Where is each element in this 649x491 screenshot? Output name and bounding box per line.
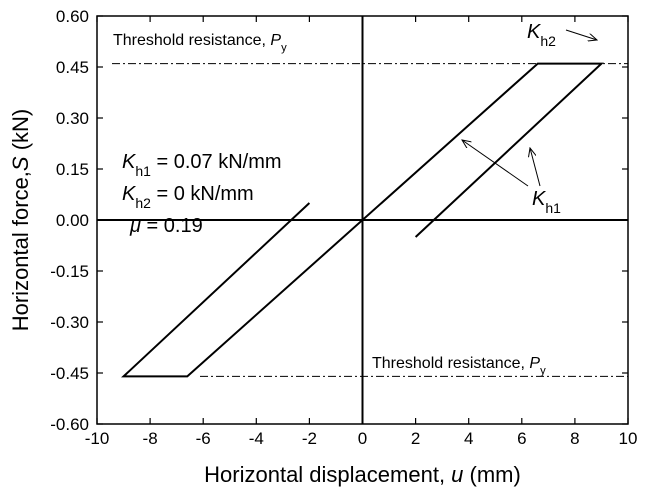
annotation-part: P [529,355,540,372]
annotation-part: = 0.19 [141,215,203,237]
annotation-part: Threshold resistance, [113,32,270,49]
annotation-part: K [527,21,542,43]
hysteresis-line [121,62,604,378]
x-tick-label: -10 [85,429,110,448]
x-tick-label: 2 [411,429,420,448]
annotation: Kh2 [527,21,556,49]
annotation-part: = 0.07 kN/mm [151,151,282,173]
annotation-part: h2 [135,195,151,211]
annotation-part: Threshold resistance, [372,355,529,372]
y-axis-title-part: S [8,156,33,171]
arrow [462,140,529,187]
x-tick-label: 6 [517,429,526,448]
annotation: Kh2 = 0 kN/mm [122,183,254,211]
annotation-part: μ [129,215,141,237]
y-tick-label: -0.60 [50,415,89,434]
x-tick-label: 4 [464,429,473,448]
y-tick-label: -0.15 [50,262,89,281]
x-tick-label: 10 [619,429,638,448]
x-axis-title-part: (mm) [463,462,520,487]
annotation-part: P [270,32,281,49]
annotation: Threshold resistance, Py [372,355,546,377]
annotation-part: h1 [545,200,561,216]
x-axis-title: Horizontal displacement, u (mm) [204,462,521,487]
y-tick-label: 0.00 [56,211,89,230]
annotation: Kh1 = 0.07 kN/mm [122,151,282,179]
annotation-part: y [540,365,546,377]
annotation: μ = 0.19 [129,215,203,237]
y-tick-label: 0.15 [56,160,89,179]
annotation-part: K [122,183,137,205]
annotation: Threshold resistance, Py [113,32,287,54]
annotation-part: K [532,188,547,210]
annotation: Kh1 [532,188,561,216]
annotation-part: K [122,151,137,173]
x-tick-label: 8 [570,429,579,448]
y-axis-title-part: Horizontal force, [8,171,33,331]
x-tick-label: 0 [358,429,367,448]
y-axis-title-part: (kN) [8,109,33,157]
annotation-part: = 0 kN/mm [151,183,254,205]
annotation-part: h1 [135,163,151,179]
x-tick-label: -8 [143,429,158,448]
arrow [565,29,597,40]
x-axis-title-part: Horizontal displacement, [204,462,451,487]
y-tick-label: 0.45 [56,58,89,77]
y-tick-label: -0.45 [50,364,89,383]
x-tick-label: -4 [249,429,264,448]
y-tick-label: 0.60 [56,7,89,26]
x-tick-label: -6 [196,429,211,448]
x-tick-label: -2 [302,429,317,448]
annotation-part: h2 [540,33,556,49]
arrow [530,148,541,187]
y-tick-label: -0.30 [50,313,89,332]
y-tick-label: 0.30 [56,109,89,128]
annotation-part: y [281,42,287,54]
x-axis-title-part: u [451,462,463,487]
y-axis-title: Horizontal force,S (kN) [8,109,33,332]
